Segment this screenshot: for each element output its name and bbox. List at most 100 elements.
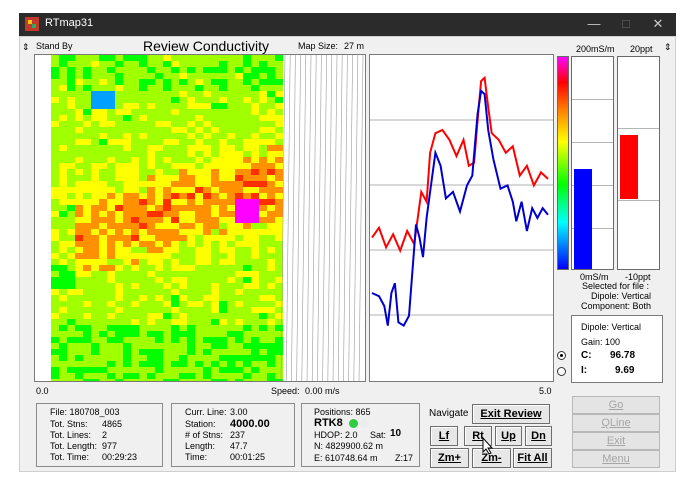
heatmap-cell	[195, 199, 203, 205]
heatmap-cell	[243, 157, 251, 163]
exit-review-button[interactable]: Exit Review	[472, 404, 550, 424]
close-button[interactable]: ✕	[652, 16, 664, 31]
heatmap-cell	[227, 55, 235, 61]
zoom-out-button[interactable]: Zm-	[472, 448, 511, 468]
heatmap-cell	[171, 79, 179, 85]
heatmap-cell	[171, 193, 179, 199]
heatmap-cell	[227, 157, 235, 163]
pan-left-button[interactable]: Lf	[430, 426, 458, 446]
heatmap-cell	[219, 55, 227, 61]
heatmap-cell	[147, 151, 155, 157]
heatmap-cell	[99, 169, 107, 175]
heatmap-cell	[91, 211, 99, 217]
heatmap-cell	[267, 139, 275, 145]
title-bar[interactable]: RTmap31 — □ ✕	[19, 13, 676, 36]
heatmap-cell	[155, 97, 163, 103]
heatmap-cell	[147, 343, 155, 349]
heatmap-cell	[107, 163, 115, 169]
heatmap-cell	[171, 163, 179, 169]
heatmap-cell	[147, 259, 155, 265]
heatmap-cell	[179, 109, 187, 115]
heatmap-cell	[187, 145, 195, 151]
heatmap-cell	[211, 181, 219, 187]
component-c-radio[interactable]	[557, 351, 566, 360]
heatmap-cell	[163, 55, 171, 61]
heatmap-cell	[147, 115, 155, 121]
heatmap-cell	[179, 349, 187, 355]
heatmap-cell	[107, 133, 115, 139]
heatmap-cell	[171, 379, 179, 381]
heatmap-cell	[243, 271, 251, 277]
heatmap-cell	[259, 199, 267, 205]
heatmap-cell	[115, 133, 123, 139]
heatmap-cell	[91, 241, 99, 247]
heatmap-cell	[171, 295, 179, 301]
heatmap-cell	[75, 337, 83, 343]
heatmap-cell	[211, 307, 219, 313]
heatmap-cell	[75, 91, 83, 97]
heatmap-cell	[275, 367, 283, 373]
heatmap-cell	[251, 187, 259, 193]
heatmap-cell	[259, 367, 267, 373]
heatmap-cell	[75, 355, 83, 361]
zoom-in-button[interactable]: Zm+	[430, 448, 469, 468]
menu-button[interactable]: Menu	[572, 450, 660, 468]
heatmap-cell	[203, 373, 211, 379]
heatmap-cell	[243, 355, 251, 361]
heatmap-cell	[187, 349, 195, 355]
heatmap-cell	[91, 151, 99, 157]
heatmap-cell	[51, 295, 59, 301]
heatmap-cell	[107, 175, 115, 181]
heatmap-cell	[211, 199, 219, 205]
heatmap-cell	[139, 253, 147, 259]
pan-up-button[interactable]: Up	[495, 426, 522, 446]
heatmap-cell	[107, 181, 115, 187]
component-i-radio[interactable]	[557, 367, 566, 376]
heatmap-cell	[219, 217, 227, 223]
heatmap-cell	[99, 115, 107, 121]
go-button[interactable]: Go	[572, 396, 660, 414]
heatmap-cell	[203, 175, 211, 181]
heatmap-cell	[59, 199, 67, 205]
heatmap-cell	[51, 85, 59, 91]
heatmap-cell	[91, 127, 99, 133]
survey-line	[353, 55, 359, 381]
heatmap-cell	[275, 217, 283, 223]
inphase-meter	[617, 56, 660, 270]
conductivity-map[interactable]	[34, 54, 366, 382]
heatmap-cell	[219, 337, 227, 343]
heatmap-cell	[211, 253, 219, 259]
heatmap-cell	[243, 115, 251, 121]
heatmap-cell	[179, 97, 187, 103]
heatmap-cell	[51, 337, 59, 343]
qline-button[interactable]: QLine	[572, 414, 660, 432]
heatmap-cell	[267, 67, 275, 73]
pan-down-button[interactable]: Dn	[525, 426, 552, 446]
heatmap-cell	[67, 145, 75, 151]
heatmap-cell	[163, 199, 171, 205]
minimize-button[interactable]: —	[587, 16, 601, 31]
heatmap-cell	[115, 151, 123, 157]
heatmap-cell	[163, 265, 171, 271]
fit-all-button[interactable]: Fit All	[513, 448, 552, 468]
heatmap-cell	[251, 133, 259, 139]
heatmap-cell	[75, 199, 83, 205]
heatmap-cell	[131, 361, 139, 367]
heatmap-cell	[139, 79, 147, 85]
heatmap-cell	[139, 259, 147, 265]
heatmap-cell	[211, 343, 219, 349]
heatmap-cell	[123, 193, 131, 199]
heatmap-cell	[259, 247, 267, 253]
heatmap-cell	[187, 55, 195, 61]
exit-button[interactable]: Exit	[572, 432, 660, 450]
heatmap-cell	[171, 211, 179, 217]
heatmap-cell	[219, 343, 227, 349]
heatmap-cell	[163, 289, 171, 295]
heatmap-cell	[195, 79, 203, 85]
maximize-button[interactable]: □	[622, 16, 630, 31]
heatmap-cell	[275, 61, 283, 67]
heatmap-cell	[227, 211, 235, 217]
heatmap-cell	[155, 331, 163, 337]
profile-plot[interactable]	[369, 54, 554, 382]
survey-line	[291, 55, 296, 381]
